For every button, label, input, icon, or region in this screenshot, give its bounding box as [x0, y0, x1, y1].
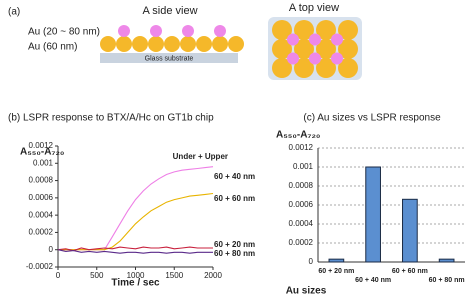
au-60 — [132, 36, 148, 52]
au-small — [150, 25, 162, 37]
au-60 — [294, 20, 314, 40]
substrate — [100, 53, 238, 63]
bar — [328, 258, 345, 263]
au-60 — [148, 36, 164, 52]
au-60 — [316, 39, 336, 59]
au-small — [182, 25, 194, 37]
y-axis-label: A₅₅₀-A₇₂₀ — [20, 147, 64, 158]
au-60 — [338, 39, 358, 59]
y-tick-label: 0.0008 — [29, 176, 54, 185]
au-small — [214, 25, 226, 37]
au-60 — [196, 36, 212, 52]
y-tick-label: 0.0004 — [289, 219, 314, 228]
au-60 — [180, 36, 196, 52]
au-small — [309, 52, 321, 65]
y-tick-label: 0.0012 — [289, 143, 314, 152]
legend-label: 60 + 60 nm — [214, 194, 255, 203]
au-60 — [116, 36, 132, 52]
x-tick-label: 500 — [90, 271, 104, 280]
y-axis-label: A₅₅₀-A₇₂₀ — [276, 130, 320, 141]
au-60 — [294, 39, 314, 59]
au-60 — [316, 20, 336, 40]
au-small — [331, 52, 343, 65]
au-60 — [338, 20, 358, 40]
series-line — [57, 246, 213, 252]
x-tick-label: 60 + 80 nm — [429, 277, 465, 284]
au-small — [287, 52, 299, 65]
x-tick-label: 60 + 40 nm — [355, 277, 391, 284]
legend-title: Under + Upper — [173, 152, 228, 161]
side-title: A side view — [142, 5, 197, 17]
y-tick-label: 0 — [309, 257, 314, 266]
au-small — [118, 25, 130, 37]
au-60 — [212, 36, 228, 52]
legend-label: Au (20 ~ 80 nm) — [28, 27, 100, 38]
au-60 — [294, 58, 314, 78]
y-tick-label: 0.0004 — [29, 210, 54, 219]
au-60 — [272, 20, 292, 40]
legend-label: 60 + 80 nm — [214, 249, 255, 258]
x-tick-label: 60 + 60 nm — [392, 268, 428, 275]
series-line — [58, 192, 214, 251]
chart-title: (c) Au sizes vs LSPR response — [303, 113, 441, 124]
y-tick-label: -0.0002 — [26, 262, 54, 271]
au-60 — [228, 36, 244, 52]
x-axis-label: Au sizes — [286, 286, 327, 296]
bar — [402, 198, 418, 263]
au-60 — [338, 58, 358, 78]
x-tick-label: 0 — [56, 271, 61, 280]
y-tick-label: 0 — [49, 245, 54, 254]
y-tick-label: 0.0002 — [29, 228, 54, 237]
au-60 — [316, 58, 336, 78]
x-tick-label: 1500 — [165, 271, 183, 280]
legend-label: Au (60 nm) — [28, 42, 77, 53]
au-small — [287, 33, 299, 46]
series-line — [57, 249, 213, 254]
y-tick-label: 0.001 — [293, 162, 314, 171]
au-60 — [272, 58, 292, 78]
au-small — [309, 33, 321, 46]
bar — [365, 166, 381, 263]
chart-title: (b) LSPR response to BTX/A/Hc on GT1b ch… — [8, 113, 214, 124]
x-axis-label: Time / sec — [111, 278, 160, 289]
x-tick-label: 2000 — [204, 271, 222, 280]
y-tick-label: 0.0008 — [289, 181, 314, 190]
y-tick-label: 0.0012 — [29, 141, 54, 150]
panel-label: (a) — [8, 7, 20, 18]
bar — [438, 258, 455, 263]
legend-label: 60 + 40 nm — [214, 172, 255, 181]
substrate-label: Glass substrate — [145, 55, 194, 62]
y-tick-label: 0.0002 — [289, 238, 314, 247]
legend-label: 60 + 20 nm — [214, 240, 255, 249]
side-view: Glass substrate — [100, 53, 238, 63]
x-tick-label: 60 + 20 nm — [318, 268, 354, 275]
au-60 — [272, 39, 292, 59]
y-tick-label: 0.0006 — [289, 200, 314, 209]
au-small — [331, 33, 343, 46]
series-line — [58, 166, 214, 251]
x-tick-label: 1000 — [127, 271, 145, 280]
y-tick-label: 0.001 — [33, 158, 54, 167]
y-tick-label: 0.0006 — [29, 193, 54, 202]
au-60 — [100, 36, 116, 52]
au-60 — [164, 36, 180, 52]
top-title: A top view — [289, 2, 339, 14]
